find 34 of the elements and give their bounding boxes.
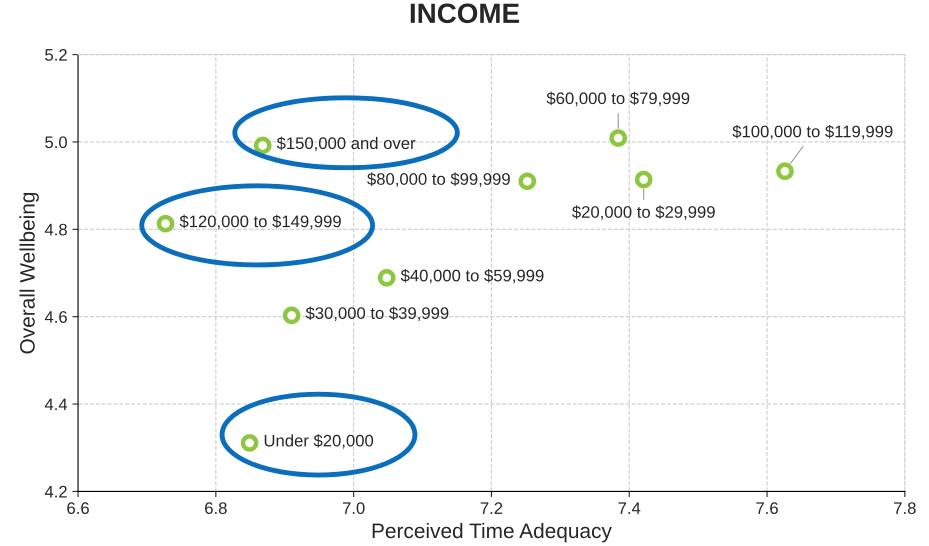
x-tick-label: 7.6 <box>756 502 778 514</box>
annotation: $80,000 to $99,999 <box>367 172 510 187</box>
y-tick-label: 5.0 <box>45 136 67 148</box>
annotation: $120,000 to $149,999 <box>180 214 341 230</box>
annotation: $100,000 to $119,999 <box>732 124 892 140</box>
annotation: $30,000 to $39,999 <box>306 306 448 321</box>
point <box>254 136 272 154</box>
chart-title: INCOME <box>410 3 519 24</box>
point <box>634 170 653 188</box>
point <box>156 214 174 232</box>
x-axis-title: Perceived Time Adequacy <box>372 522 612 542</box>
point <box>518 172 536 190</box>
x-tick-label: 6.6 <box>67 502 89 514</box>
y-tick-label: 4.2 <box>44 486 67 498</box>
x-tick-label: 7.8 <box>894 502 916 514</box>
point <box>282 306 300 324</box>
annotation: Under $20,000 <box>264 434 374 449</box>
annotation: $20,000 to $29,999 <box>572 205 715 220</box>
point <box>240 434 258 452</box>
y-tick-label: 5.2 <box>45 49 67 61</box>
y-tick-label: 4.6 <box>44 311 67 323</box>
x-tick-label: 7.4 <box>618 502 640 514</box>
point <box>776 162 794 180</box>
x-tick-label: 7.0 <box>342 502 365 514</box>
y-tick-label: 4.8 <box>44 224 67 236</box>
y-axis-title: Overall Wellbeing <box>19 192 39 354</box>
point <box>378 268 396 287</box>
y-tick-label: 4.4 <box>44 398 68 410</box>
x-tick-label: 7.2 <box>480 502 502 514</box>
annotation: $150,000 and over <box>276 136 416 152</box>
x-tick-label: 6.8 <box>205 502 227 514</box>
annotation: $40,000 to $59,999 <box>400 268 544 284</box>
annotation: $60,000 to $79,999 <box>546 92 690 106</box>
point <box>609 129 628 147</box>
